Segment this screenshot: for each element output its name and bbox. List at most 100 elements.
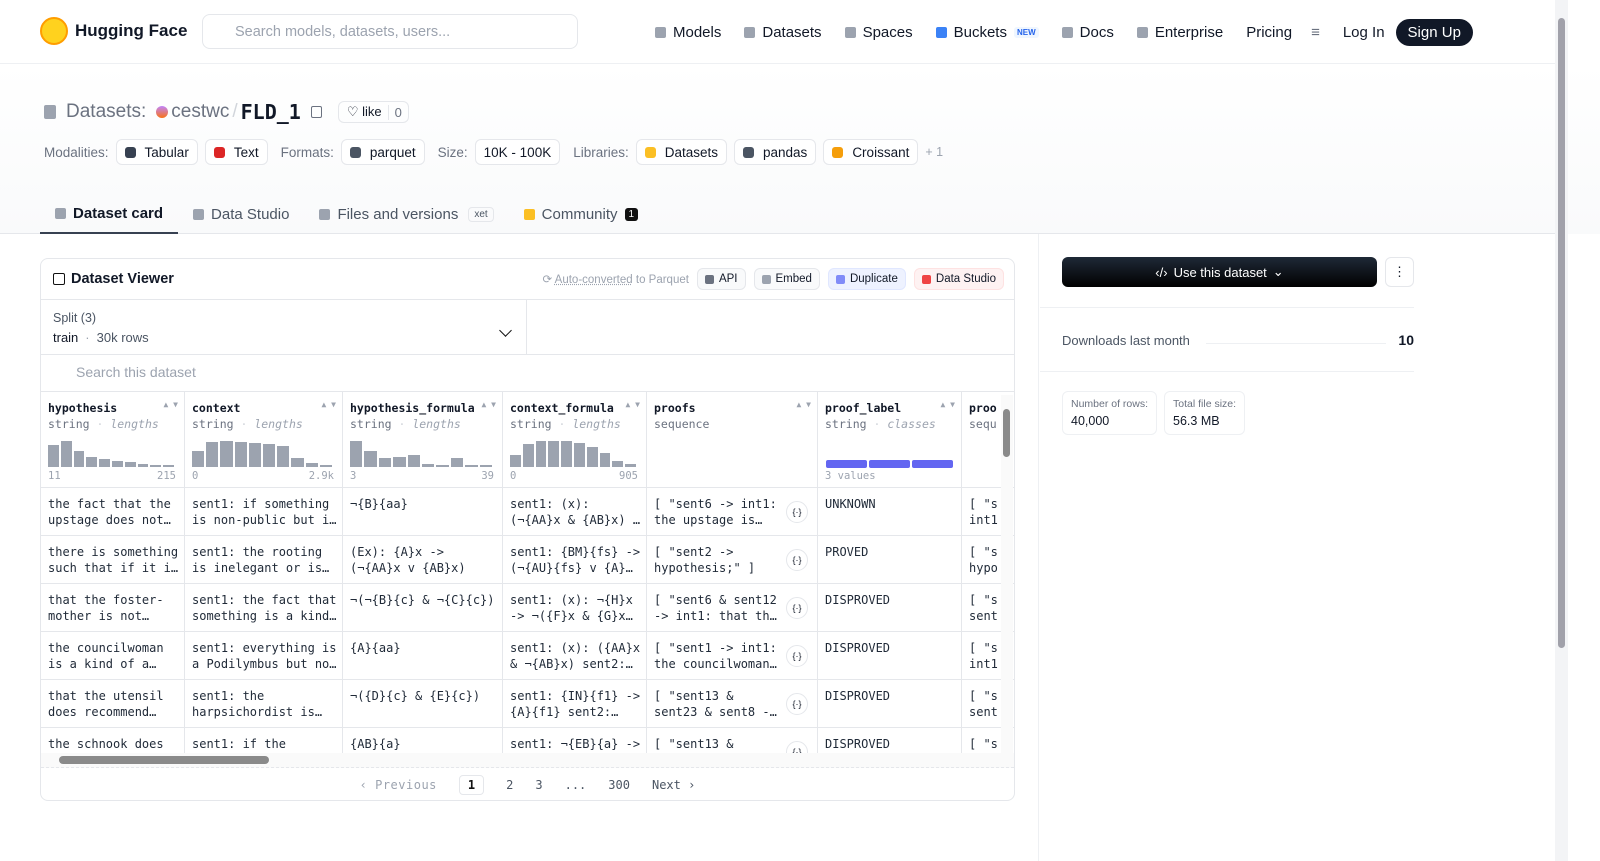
nav-link[interactable]: Docs — [1061, 24, 1114, 41]
tag-chip[interactable]: parquet — [340, 139, 425, 165]
histogram-bar[interactable] — [192, 451, 205, 467]
histogram-bar[interactable] — [479, 465, 492, 467]
signup[interactable]: Sign Up — [1395, 18, 1473, 46]
histogram-bar[interactable] — [450, 457, 464, 467]
histogram-bar[interactable] — [364, 451, 377, 467]
next[interactable]: Next › — [652, 778, 695, 792]
page-scrollbar[interactable] — [1555, 0, 1568, 861]
page-link[interactable]: ... — [564, 778, 587, 792]
split-select[interactable]: Split (3) train · 30k rows — [41, 300, 527, 355]
expand-button[interactable]: {·} — [786, 549, 808, 571]
histogram-bar[interactable] — [73, 451, 85, 467]
repo-owner[interactable]: cestwc — [171, 101, 230, 122]
histogram-bar[interactable] — [234, 442, 247, 467]
expand-button[interactable]: {·} — [786, 501, 808, 523]
nav-link[interactable]: Models — [655, 24, 721, 41]
tag-chip[interactable]: Datasets — [635, 139, 728, 165]
scroll-thumb[interactable] — [1558, 18, 1565, 648]
table-hscroll[interactable] — [41, 753, 1014, 768]
repo-name[interactable]: FLD_1 — [240, 100, 301, 124]
tab[interactable]: Dataset card — [40, 194, 179, 234]
tag-chip[interactable]: Croissant — [823, 139, 919, 165]
page-link[interactable]: 1 — [458, 775, 485, 795]
brand[interactable]: Hugging Face — [75, 21, 188, 40]
tab[interactable]: Community 1 — [509, 194, 653, 234]
viewer-button[interactable]: Data Studio — [913, 268, 1004, 290]
login[interactable]: Log In — [1342, 23, 1385, 41]
histogram-bar[interactable] — [535, 441, 547, 467]
histogram-bar[interactable] — [599, 452, 611, 467]
hscroll-thumb[interactable] — [59, 756, 269, 764]
histogram-bar[interactable] — [48, 444, 59, 467]
sort-icon[interactable]: ▲ ▼ — [796, 400, 811, 409]
nav-link[interactable]: Pricing — [1246, 24, 1292, 41]
class-segment[interactable] — [869, 460, 910, 468]
sort-icon[interactable]: ▲ ▼ — [163, 400, 178, 409]
histogram-bar[interactable] — [465, 464, 478, 467]
viewer-button[interactable]: API — [696, 268, 746, 290]
like-button[interactable]: ♡ like 0 — [337, 101, 409, 123]
histogram-bar[interactable] — [393, 456, 406, 467]
histogram-bar[interactable] — [220, 441, 233, 467]
tag-chip[interactable]: pandas — [734, 139, 817, 165]
histogram-bar[interactable] — [163, 465, 174, 467]
search-box[interactable]: Search models, datasets, users... — [202, 14, 578, 49]
histogram-bar[interactable] — [407, 455, 420, 467]
tag-chip[interactable]: Tabular — [115, 139, 198, 165]
histogram-bar[interactable] — [150, 464, 162, 467]
page-link[interactable]: 2 — [506, 778, 514, 792]
tab[interactable]: Data Studio — [178, 194, 304, 234]
class-segment[interactable] — [826, 460, 867, 468]
histogram-bar[interactable] — [291, 457, 304, 467]
logo[interactable] — [40, 17, 68, 45]
sort-icon[interactable]: ▲ ▼ — [321, 400, 336, 409]
sort-icon[interactable]: ▲ ▼ — [940, 400, 955, 409]
auto-converted-link[interactable]: Auto-converted — [554, 274, 633, 286]
histogram-bar[interactable] — [561, 441, 572, 467]
histogram-bar[interactable] — [124, 462, 136, 467]
more-button[interactable]: ⋮ — [1385, 257, 1414, 287]
nav-link[interactable]: Datasets — [744, 24, 822, 41]
previous[interactable]: ‹ Previous — [359, 778, 437, 792]
table-vscroll[interactable] — [1001, 395, 1013, 753]
menu-icon[interactable]: ≡ — [1311, 23, 1320, 41]
tab[interactable]: Files and versions xet — [304, 194, 508, 234]
copy-icon[interactable] — [310, 106, 322, 118]
class-segment[interactable] — [912, 460, 953, 468]
nav-link[interactable]: Buckets NEW — [935, 24, 1039, 41]
page-link[interactable]: 300 — [608, 778, 630, 792]
histogram-bar[interactable] — [625, 464, 636, 467]
histogram-bar[interactable] — [548, 441, 560, 467]
tag-chip[interactable]: Text — [204, 139, 268, 165]
histogram-bar[interactable] — [248, 443, 261, 467]
histogram-bar[interactable] — [574, 443, 585, 467]
page-link[interactable]: 3 — [535, 778, 543, 792]
histogram-bar[interactable] — [612, 460, 624, 467]
histogram-bar[interactable] — [206, 442, 219, 467]
tag-more[interactable]: + 1 — [925, 145, 944, 159]
histogram-bar[interactable] — [378, 457, 392, 467]
viewer-button[interactable]: Duplicate — [827, 268, 906, 290]
expand-button[interactable]: {·} — [786, 597, 808, 619]
viewer-button[interactable]: Embed — [753, 268, 820, 290]
histogram-bar[interactable] — [277, 445, 290, 467]
histogram-bar[interactable] — [99, 459, 110, 467]
sort-icon[interactable]: ▲ ▼ — [481, 400, 496, 409]
histogram-bar[interactable] — [60, 441, 72, 467]
histogram-bar[interactable] — [586, 446, 598, 467]
histogram-bar[interactable] — [436, 464, 449, 467]
histogram-bar[interactable] — [510, 455, 521, 467]
histogram-bar[interactable] — [86, 457, 98, 467]
expand-button[interactable]: {·} — [786, 693, 808, 715]
histogram-bar[interactable] — [263, 443, 276, 467]
vscroll-thumb[interactable] — [1003, 409, 1010, 457]
histogram-bar[interactable] — [305, 463, 318, 467]
table-search[interactable]: Search this dataset — [53, 364, 196, 380]
tag-chip[interactable]: 10K - 100K — [474, 139, 561, 165]
nav-link[interactable]: Spaces — [844, 24, 913, 41]
use-dataset-button[interactable]: ‹/› Use this dataset ⌄ — [1062, 257, 1377, 287]
histogram-bar[interactable] — [112, 460, 123, 467]
histogram-bar[interactable] — [422, 464, 435, 467]
nav-link[interactable]: Enterprise — [1136, 24, 1223, 41]
histogram-bar[interactable] — [319, 465, 332, 467]
